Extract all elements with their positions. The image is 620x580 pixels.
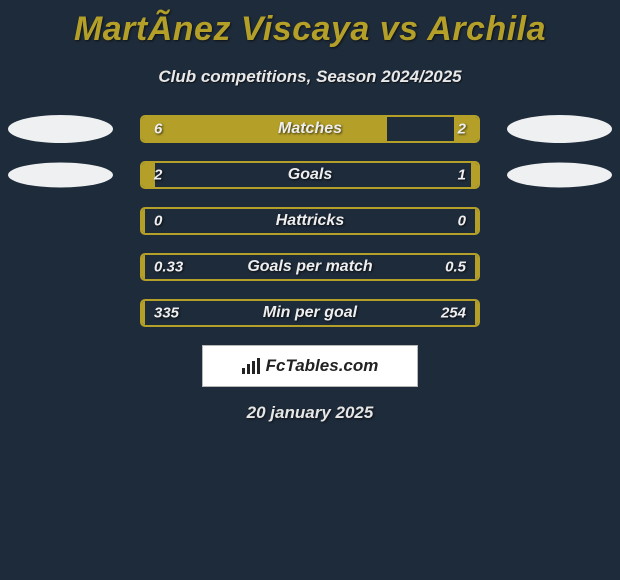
- attribution-inner: FcTables.com: [242, 356, 379, 376]
- bar-fill-right: [475, 209, 478, 233]
- value-right: 1: [458, 167, 466, 184]
- comparison-row: 0.33 0.5Goals per match: [0, 253, 620, 281]
- metric-label: Goals per match: [142, 258, 478, 276]
- metric-label: Min per goal: [142, 304, 478, 322]
- date-text: 20 january 2025: [0, 403, 620, 423]
- comparison-row: 62Matches: [0, 115, 620, 143]
- bars-icon: [242, 358, 262, 374]
- bar-fill-left: [142, 163, 155, 187]
- comparison-row: 21Goals: [0, 161, 620, 189]
- value-right: 0: [458, 213, 466, 230]
- bar-track: 62Matches: [140, 115, 480, 143]
- bar-fill-right: [454, 117, 478, 141]
- attribution-text: FcTables.com: [266, 356, 379, 376]
- bar-fill-right: [475, 255, 478, 279]
- bar-fill-right: [475, 301, 478, 325]
- bar-track: 21Goals: [140, 161, 480, 189]
- bar-fill-left: [142, 255, 145, 279]
- bar-fill-right: [471, 163, 478, 187]
- metric-label: Goals: [142, 166, 478, 184]
- bar-fill-left: [142, 209, 145, 233]
- left-ellipse: [8, 115, 113, 143]
- metric-label: Hattricks: [142, 212, 478, 230]
- value-left: 0.33: [154, 259, 183, 276]
- right-ellipse: [507, 163, 612, 188]
- bar-fill-left: [142, 301, 145, 325]
- subtitle: Club competitions, Season 2024/2025: [0, 67, 620, 87]
- page-title: MartÃ­nez Viscaya vs Archila: [0, 0, 620, 49]
- bar-track: 0.33 0.5Goals per match: [140, 253, 480, 281]
- left-ellipse: [8, 163, 113, 188]
- value-left: 335: [154, 305, 179, 322]
- value-left: 0: [154, 213, 162, 230]
- attribution-box: FcTables.com: [202, 345, 418, 387]
- value-right: 0.5: [445, 259, 466, 276]
- bar-track: 0 0Hattricks: [140, 207, 480, 235]
- bar-track: 335 254Min per goal: [140, 299, 480, 327]
- bar-fill-left: [142, 117, 387, 141]
- value-right: 254: [441, 305, 466, 322]
- comparison-rows: 62Matches 21Goals 0 0Hattricks 0.33 0.5Goals …: [0, 115, 620, 327]
- right-ellipse: [507, 115, 612, 143]
- comparison-row: 335 254Min per goal: [0, 299, 620, 327]
- comparison-row: 0 0Hattricks: [0, 207, 620, 235]
